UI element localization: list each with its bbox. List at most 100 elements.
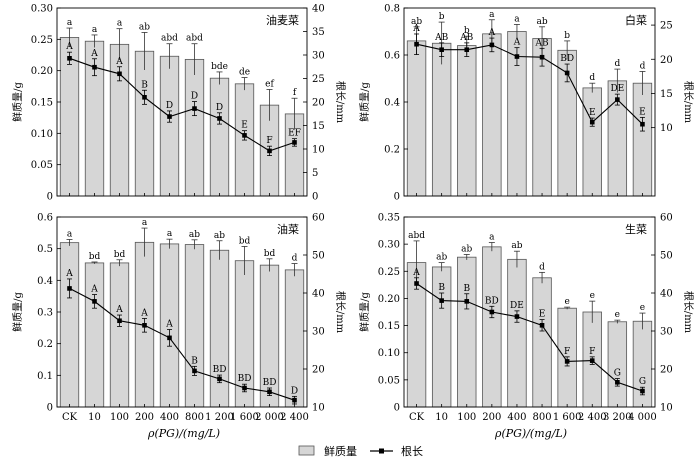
line-letter: A — [412, 268, 420, 278]
bar-letter: abd — [408, 231, 425, 241]
line-point — [414, 281, 419, 286]
bar — [607, 321, 628, 408]
y2-tick-label: 10 — [312, 403, 325, 414]
line-point — [514, 54, 520, 59]
y-tick-label: 0.05 — [31, 160, 53, 171]
line-letter: D — [191, 92, 198, 102]
x-title-left: ρ(PG)/(mg/L) — [147, 427, 220, 440]
y-tick-label: 0 — [394, 403, 400, 414]
y2-tick-label: 20 — [660, 55, 673, 66]
x-tick-label: 3 200 — [603, 412, 632, 423]
line-point — [242, 385, 247, 391]
line-point — [439, 47, 444, 53]
y-tick-label: 0.20 — [31, 66, 53, 77]
line-letter: A — [412, 24, 420, 34]
x-tick-label: 400 — [507, 412, 526, 423]
line-point — [489, 309, 495, 315]
line-letter: D — [291, 386, 298, 396]
y-tick-label: 0.30 — [31, 4, 53, 15]
line-letter: G — [614, 369, 621, 379]
bar-letter: a — [167, 229, 173, 239]
bar — [482, 33, 502, 197]
y2-tick-label: 40 — [660, 289, 673, 300]
y-tick-label: 0.4 — [384, 98, 400, 109]
y-tick-label: 0.10 — [31, 129, 53, 140]
line-letter: BD — [238, 374, 252, 384]
bar-letter: b — [439, 12, 445, 22]
y-tick-label: 0.10 — [378, 348, 400, 359]
x-tick-label: 200 — [482, 412, 501, 423]
bar-letter: abd — [161, 34, 178, 44]
bar-letter: e — [640, 303, 645, 313]
y-tick-label: 0.15 — [378, 321, 400, 332]
bar-letter: d — [589, 73, 595, 83]
bar-letter: a — [92, 25, 98, 35]
line-letter: B — [463, 284, 470, 294]
y2-axis-title: 根长/mm — [334, 81, 347, 124]
y-tick-label: 0.5 — [37, 244, 53, 255]
bar-letter: ab — [536, 17, 547, 27]
panel-title: 油麦菜 — [266, 13, 299, 27]
y2-tick-label: 5 — [312, 168, 318, 179]
line-letter: AB — [459, 33, 473, 43]
y2-axis-title: 根长/mm — [682, 291, 695, 334]
line-point — [564, 359, 570, 364]
x-tick-label: CK — [409, 412, 425, 423]
y2-tick-label: 50 — [312, 251, 325, 262]
bar — [457, 45, 477, 197]
legend-line-label: 根长 — [401, 444, 423, 458]
line-point — [464, 299, 470, 304]
line-series — [69, 57, 295, 152]
line-letter: A — [488, 28, 496, 38]
y-tick-label: 0.2 — [37, 339, 53, 350]
line-letter: BD — [213, 365, 227, 375]
panel-title: 油菜 — [277, 222, 299, 236]
x-tick-label: 2 400 — [578, 412, 607, 423]
panel-title: 生菜 — [625, 222, 647, 236]
line-letter: BD — [560, 54, 574, 64]
bar — [184, 58, 205, 197]
line-letter: BD — [263, 378, 277, 388]
line-point — [142, 323, 147, 328]
y-tick-label: 0.30 — [378, 240, 400, 251]
x-tick-label: 800 — [185, 412, 204, 423]
y2-tick-label: 50 — [660, 251, 673, 262]
legend-line-marker — [379, 448, 384, 454]
y-axis-title: 鲜质量/g — [358, 82, 371, 122]
bar-letter: a — [489, 10, 495, 20]
line-letter: A — [140, 308, 148, 318]
line-point — [589, 358, 595, 363]
bar-letter: ab — [461, 244, 472, 254]
legend-bar-swatch — [298, 445, 315, 456]
line-series — [416, 43, 643, 125]
bar — [209, 249, 230, 408]
line-letter: E — [639, 107, 646, 117]
line-letter: A — [65, 42, 73, 52]
bar-letter: de — [239, 68, 250, 78]
y-tick-label: 0.35 — [378, 213, 400, 224]
bar-letter: a — [489, 233, 495, 243]
line-point — [564, 70, 570, 76]
panel-title: 白菜 — [625, 13, 647, 27]
x-tick-label: 2 000 — [255, 412, 284, 423]
line-letter: D — [166, 101, 173, 111]
bar-letter: ab — [214, 231, 225, 241]
bar-letter: bd — [239, 236, 251, 246]
y-tick-label: 0 — [47, 403, 53, 414]
y2-tick-label: 0 — [312, 192, 318, 203]
line-letter: A — [165, 319, 173, 329]
x-tick-label: 200 — [135, 412, 154, 423]
line-letter: A — [115, 305, 123, 315]
line-letter: DE — [610, 84, 624, 94]
y2-tick-label: 10 — [660, 403, 673, 414]
y2-tick-label: 60 — [660, 213, 673, 224]
line-letter: AB — [434, 33, 448, 43]
bar — [482, 246, 502, 408]
line-point — [142, 95, 147, 100]
line-point — [539, 54, 545, 60]
bar — [184, 244, 205, 408]
bar-letter: a — [142, 218, 148, 228]
chart-panel-3: a bd bd a a ab ab bd bd d A A A A A B BD BD BD D 0 0.1 0.2 0.3 0… — [11, 213, 347, 424]
